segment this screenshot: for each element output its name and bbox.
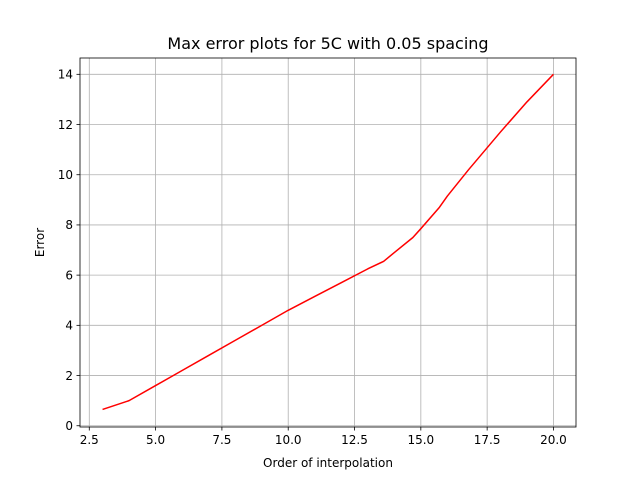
x-tick-label: 5.0 — [146, 433, 165, 447]
plot-frame — [79, 57, 577, 428]
grid — [80, 58, 576, 427]
y-tick-label: 2 — [65, 369, 73, 383]
y-tick-label: 8 — [65, 218, 73, 232]
x-tick-label: 10.0 — [275, 433, 302, 447]
series-layer — [102, 73, 554, 411]
y-tick-label: 12 — [58, 118, 73, 132]
x-axis-label: Order of interpolation — [263, 456, 393, 470]
x-axis-ticks: 2.5 5.0 7.5 10.0 12.5 15.0 17.5 20.0 — [80, 427, 567, 447]
y-tick-label: 0 — [65, 419, 73, 433]
y-tick-label: 14 — [58, 68, 73, 82]
x-tick-label: 20.0 — [540, 433, 567, 447]
y-tick-label: 10 — [58, 168, 73, 182]
x-tick-label: 12.5 — [341, 433, 368, 447]
x-tick-label: 7.5 — [212, 433, 231, 447]
y-tick-label: 6 — [65, 268, 73, 282]
series-line — [102, 73, 554, 411]
y-axis-ticks: 0 2 4 6 8 10 12 14 — [58, 68, 80, 433]
chart-title: Max error plots for 5C with 0.05 spacing — [167, 34, 488, 53]
y-tick-label: 4 — [65, 319, 73, 333]
x-tick-label: 17.5 — [474, 433, 501, 447]
x-tick-label: 2.5 — [80, 433, 99, 447]
y-axis-label: Error — [33, 228, 47, 257]
x-tick-label: 15.0 — [407, 433, 434, 447]
